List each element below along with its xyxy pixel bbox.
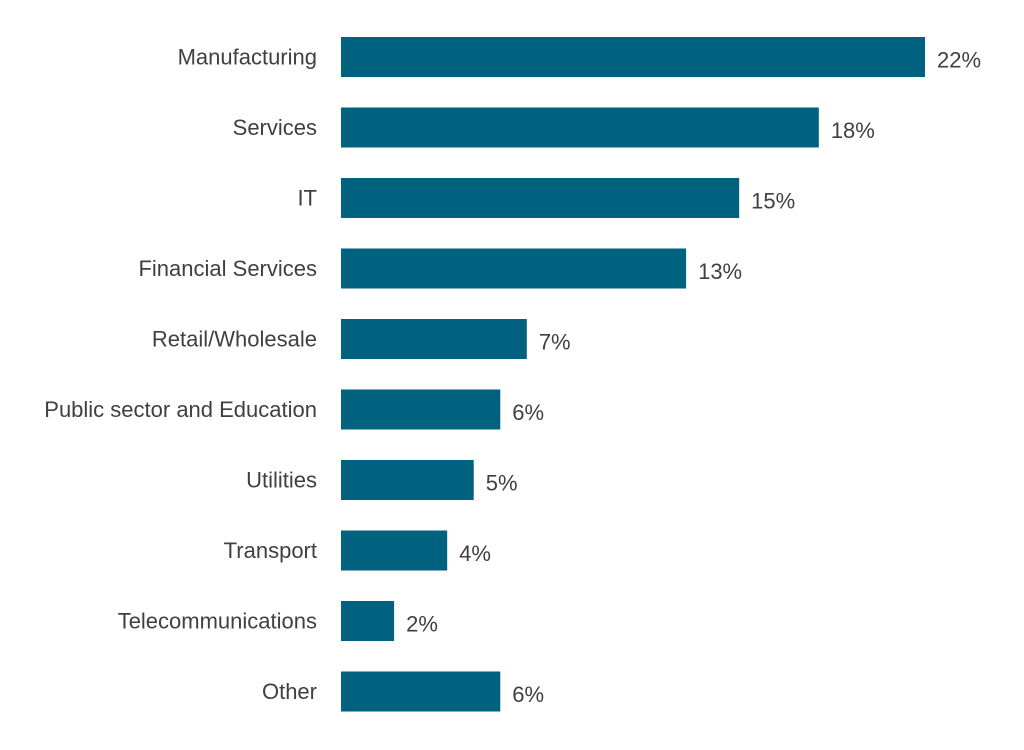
category-label-3: Financial Services [138,256,317,281]
category-label-7: Transport [224,538,317,563]
value-label-0: 22% [937,48,981,73]
category-label-2: IT [297,186,317,211]
category-label-5: Public sector and Education [44,397,317,422]
value-label-9: 6% [512,682,544,707]
bar-4 [341,319,527,359]
value-labels-group: 22% 18% 15% 13% 7% 6% 5% 4% 2% 6% [406,48,981,708]
category-label-6: Utilities [246,468,317,493]
bar-8 [341,601,395,641]
bar-1 [341,107,819,148]
value-label-2: 15% [751,189,795,214]
bar-9 [341,671,501,712]
bars-group [341,37,925,712]
value-label-6: 5% [486,471,518,496]
bar-7 [341,530,448,571]
bar-3 [341,248,687,289]
value-label-8: 2% [406,612,438,637]
category-label-1: Services [233,115,317,140]
bar-6 [341,460,474,500]
category-label-4: Retail/Wholesale [152,327,317,352]
value-label-1: 18% [831,118,875,143]
category-label-9: Other [262,679,317,704]
bar-5 [341,389,501,430]
category-label-0: Manufacturing [178,45,317,70]
value-label-4: 7% [539,330,571,355]
bar-2 [341,178,740,218]
bar-0 [341,37,925,77]
category-labels-group: Manufacturing Services IT Financial Service… [44,45,317,705]
value-label-7: 4% [459,541,491,566]
value-label-3: 13% [698,259,742,284]
value-label-5: 6% [512,400,544,425]
category-label-8: Telecommunications [118,609,317,634]
